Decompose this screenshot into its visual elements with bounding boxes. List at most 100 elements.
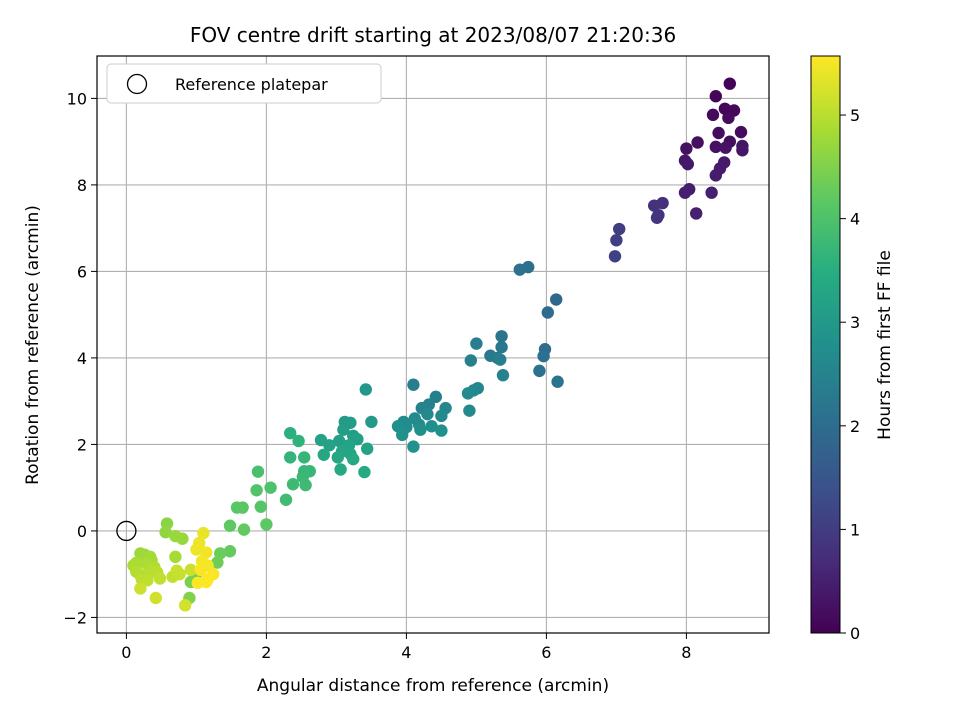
colorbar-ticks: 0 1 2 3 4 5 xyxy=(840,106,860,643)
data-point xyxy=(134,582,147,595)
y-tick-label: −2 xyxy=(63,608,87,627)
data-point xyxy=(680,142,693,155)
x-axis-ticks: 0 2 4 6 8 xyxy=(121,633,691,662)
reference-platepar-marker xyxy=(116,520,137,542)
data-point xyxy=(414,423,427,436)
data-point xyxy=(223,545,237,558)
data-point xyxy=(197,526,210,540)
data-point xyxy=(230,501,244,514)
data-point xyxy=(153,572,167,585)
data-point xyxy=(421,407,434,421)
data-point xyxy=(690,207,703,220)
data-point xyxy=(681,157,694,171)
data-point xyxy=(648,199,661,212)
data-point xyxy=(691,136,704,149)
data-point xyxy=(333,434,346,448)
data-point xyxy=(461,387,475,400)
data-point xyxy=(537,349,550,363)
data-point xyxy=(179,599,192,612)
x-tick-label: 6 xyxy=(541,643,551,662)
y-tick-label: 6 xyxy=(77,262,87,281)
data-point xyxy=(709,90,722,103)
data-point xyxy=(709,140,722,154)
data-point xyxy=(709,169,722,182)
data-point xyxy=(613,222,626,236)
legend: Reference platepar xyxy=(106,63,382,104)
x-axis-label: Angular distance from reference (arcmin) xyxy=(257,676,609,696)
data-point xyxy=(551,375,564,388)
data-point xyxy=(184,563,197,577)
data-point xyxy=(495,340,508,354)
data-point xyxy=(130,556,143,570)
data-point xyxy=(286,478,300,491)
data-point xyxy=(435,409,448,423)
data-point xyxy=(251,465,265,478)
data-point xyxy=(610,234,623,247)
data-point xyxy=(494,353,507,366)
data-point xyxy=(736,144,749,157)
chart-title: FOV centre drift starting at 2023/08/07 … xyxy=(190,23,676,47)
data-point xyxy=(149,591,162,605)
data-point xyxy=(541,306,554,319)
data-point xyxy=(464,354,477,367)
colorbar-gradient xyxy=(810,55,841,634)
data-point xyxy=(237,523,251,536)
data-point xyxy=(250,484,263,497)
y-tick-label: 0 xyxy=(77,522,87,541)
data-point xyxy=(463,404,476,417)
data-point xyxy=(712,126,725,140)
data-point xyxy=(706,108,720,122)
colorbar-tick-label: 0 xyxy=(850,624,860,643)
data-point xyxy=(317,448,330,461)
data-point xyxy=(170,564,183,577)
data-point xyxy=(723,77,736,90)
data-point xyxy=(331,451,344,464)
data-point xyxy=(407,440,420,453)
data-point xyxy=(264,481,277,494)
legend-box xyxy=(106,63,382,104)
data-point xyxy=(279,493,293,506)
data-point xyxy=(347,452,360,466)
data-point xyxy=(254,500,267,513)
data-point xyxy=(722,111,735,125)
data-point xyxy=(200,575,213,589)
data-point xyxy=(284,426,297,440)
data-point xyxy=(495,330,508,343)
data-point xyxy=(194,563,207,577)
colorbar-tick-label: 4 xyxy=(850,210,860,229)
legend-label: Reference platepar xyxy=(175,75,328,94)
data-point xyxy=(298,451,311,464)
y-axis-ticks: −2 0 2 4 6 8 10 xyxy=(63,89,97,627)
plot-frame xyxy=(96,55,770,634)
data-point xyxy=(190,543,203,556)
x-tick-label: 4 xyxy=(401,643,411,662)
x-tick-label: 8 xyxy=(681,643,691,662)
x-tick-label: 2 xyxy=(261,643,271,662)
data-point xyxy=(734,125,748,139)
data-point xyxy=(334,463,347,476)
data-point xyxy=(292,434,305,448)
data-point xyxy=(719,141,732,154)
data-point xyxy=(396,428,409,442)
data-point xyxy=(533,364,546,378)
data-point xyxy=(284,451,297,464)
data-point xyxy=(365,415,378,429)
data-point xyxy=(496,369,510,382)
data-point xyxy=(223,519,237,532)
data-point xyxy=(169,529,182,543)
y-axis-label: Rotation from reference (arcmin) xyxy=(23,205,43,485)
colorbar-label: Hours from first FF file xyxy=(875,250,895,440)
data-point xyxy=(159,526,172,539)
colorbar-tick-label: 3 xyxy=(850,313,860,332)
y-tick-label: 10 xyxy=(67,89,87,108)
data-point xyxy=(407,378,420,391)
data-point xyxy=(211,556,224,569)
legend-open-circle-marker xyxy=(126,73,148,95)
data-point xyxy=(705,186,718,199)
x-tick-label: 0 xyxy=(121,643,131,662)
data-point xyxy=(608,250,622,263)
data-point xyxy=(260,518,273,531)
data-point xyxy=(513,263,526,276)
data-point xyxy=(470,337,483,350)
